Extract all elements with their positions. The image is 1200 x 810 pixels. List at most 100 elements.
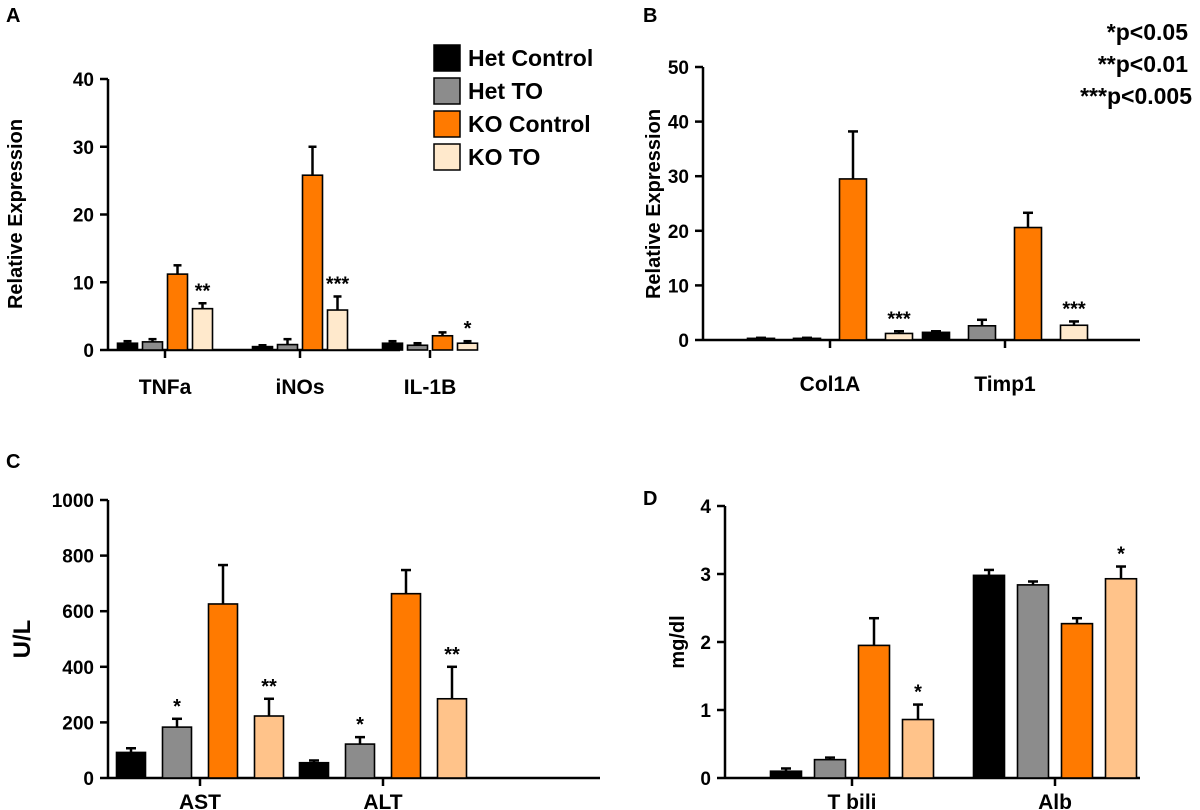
- y-tick-label: 0: [678, 331, 689, 352]
- category-label-ast: AST: [179, 791, 221, 810]
- bar-ko-to-timp1: [1059, 324, 1089, 341]
- y-tick-label: 40: [73, 70, 94, 91]
- significance-mark: *: [173, 696, 181, 718]
- significance-mark: ***: [887, 308, 911, 330]
- panel-d: 0 1 2 3 4 mg/dl T bili Alb * *: [667, 497, 1140, 810]
- bar-ko-to-col1a: [884, 332, 914, 341]
- significance-mark: *: [1117, 544, 1125, 566]
- bar-het-control-col1a: [746, 337, 776, 341]
- bar-ko-control-tnfa: [166, 273, 189, 351]
- y-tick-label: 10: [73, 273, 94, 294]
- legend-label-het-to: Het TO: [468, 78, 543, 104]
- bar-het-to-alt: [344, 743, 376, 779]
- legend-swatch-het-to: [433, 77, 461, 105]
- bar-het-to-col1a: [792, 337, 822, 341]
- bar-het-control-inos: [251, 345, 274, 351]
- legend-label-ko-to: KO TO: [468, 144, 540, 170]
- y-tick-label: 2: [700, 633, 711, 654]
- bar-het-control-il-1b: [381, 342, 404, 351]
- y-tick-label: 0: [83, 341, 94, 362]
- y-tick-label: 30: [668, 167, 689, 188]
- panel-letter-b: B: [643, 5, 657, 27]
- category-label-col1a: Col1A: [800, 373, 861, 396]
- bar-het-to-ast: [161, 726, 193, 779]
- y-tick-label: 4: [700, 497, 711, 518]
- y-tick-label: 200: [62, 713, 94, 734]
- bar-ko-control-inos: [301, 174, 324, 351]
- y-tick-label: 1000: [52, 491, 94, 512]
- bar-het-control-alb: [972, 574, 1006, 779]
- panel-b: 0 10 20 30 40 50 Relative Expression Col1A Timp1…: [643, 58, 1140, 396]
- significance-mark: *: [356, 714, 364, 736]
- y-tick-label: 0: [700, 769, 711, 790]
- bar-het-to-inos: [276, 343, 299, 351]
- bar-het-to-alb: [1016, 584, 1050, 779]
- bar-het-control-alt: [298, 761, 330, 779]
- y-axis-label: Relative Expression: [643, 109, 665, 299]
- y-tick-label: 800: [62, 547, 94, 568]
- note-p005: *p<0.05: [1107, 19, 1188, 45]
- significance-mark: ***: [1062, 298, 1086, 320]
- y-tick-label: 40: [668, 113, 689, 134]
- bar-ko-control-il-1b: [431, 334, 454, 351]
- significance-mark: **: [261, 676, 277, 698]
- y-tick-label: 600: [62, 602, 94, 623]
- bar-het-control-t-bili: [769, 770, 803, 779]
- significance-mark: **: [195, 280, 211, 302]
- category-label-alb: Alb: [1038, 791, 1072, 810]
- bar-het-control-tnfa: [116, 342, 139, 351]
- category-label-inos: iNOs: [275, 376, 324, 399]
- y-axis-label: mg/dl: [667, 615, 689, 668]
- bar-het-to-t-bili: [813, 758, 847, 779]
- bar-het-control-timp1: [921, 331, 951, 341]
- y-tick-label: 0: [83, 769, 94, 790]
- bar-het-control-ast: [115, 751, 147, 779]
- bar-ko-to-alt: [436, 697, 468, 779]
- bar-ko-control-timp1: [1013, 226, 1043, 341]
- legend-swatch-het-control: [433, 44, 461, 72]
- y-tick-label: 30: [73, 138, 94, 159]
- bar-ko-control-alt: [390, 592, 422, 779]
- bar-ko-to-t-bili: [901, 718, 935, 779]
- category-label-timp1: Timp1: [974, 373, 1036, 396]
- note-p001: **p<0.01: [1098, 51, 1188, 77]
- panel-a: 0 10 20 30 40 Relative Expression TNFa iNOs IL-1…: [5, 70, 479, 399]
- bar-ko-control-alb: [1060, 622, 1094, 779]
- y-tick-label: 20: [668, 222, 689, 243]
- category-label-il-1b: IL-1B: [404, 376, 457, 399]
- y-tick-label: 400: [62, 658, 94, 679]
- significance-mark: *: [464, 318, 472, 340]
- y-tick-label: 20: [73, 206, 94, 227]
- y-axis-label: Relative Expression: [5, 119, 27, 309]
- legend-label-ko-control: KO Control: [468, 111, 591, 137]
- category-label-t-bili: T bili: [828, 791, 877, 810]
- bar-het-to-timp1: [967, 325, 997, 341]
- legend-label-het-control: Het Control: [468, 45, 593, 71]
- significance-mark: **: [444, 644, 460, 666]
- category-label-tnfa: TNFa: [139, 376, 192, 399]
- bar-ko-control-ast: [207, 603, 239, 779]
- significance-mark: *: [914, 682, 922, 704]
- y-tick-label: 1: [700, 701, 711, 722]
- panel-letter-c: C: [6, 451, 20, 473]
- note-p0005: ***p<0.005: [1080, 83, 1192, 109]
- panel-letter-a: A: [6, 5, 20, 27]
- bar-ko-control-col1a: [838, 178, 868, 341]
- bar-ko-to-ast: [253, 715, 285, 779]
- panel-letter-d: D: [643, 488, 657, 510]
- bar-ko-to-tnfa: [191, 307, 214, 351]
- legend: Het Control Het TO KO Control KO TO: [433, 44, 593, 171]
- bar-het-to-tnfa: [141, 341, 164, 351]
- y-axis-label: U/L: [9, 620, 36, 659]
- legend-swatch-ko-to: [433, 143, 461, 171]
- y-tick-label: 3: [700, 565, 711, 586]
- category-label-alt: ALT: [363, 791, 402, 810]
- bar-ko-to-inos: [326, 309, 349, 351]
- significance-mark: ***: [326, 273, 350, 295]
- y-tick-label: 50: [668, 58, 689, 79]
- significance-notes: *p<0.05 **p<0.01 ***p<0.005: [1080, 19, 1192, 109]
- bar-het-to-il-1b: [406, 344, 429, 351]
- bar-ko-control-t-bili: [857, 644, 891, 779]
